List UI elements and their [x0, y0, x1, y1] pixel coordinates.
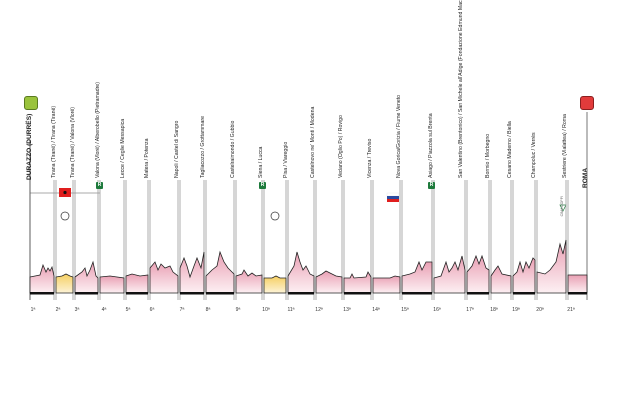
- rest-day-badge: R: [428, 182, 435, 189]
- stage-number: 6ª: [149, 307, 155, 313]
- stopwatch-icon: [60, 211, 70, 221]
- stage-cities: Napoli / Castel di Sangro: [174, 120, 180, 178]
- stage-cities: Vedano (Oglio Po) / Rovigo: [338, 115, 344, 178]
- stage-cities: Matera / Potenza: [144, 138, 150, 178]
- stage-number: 16ª: [433, 307, 441, 313]
- stage-cities: Asiago / Piazzola sul Brenta: [428, 113, 434, 178]
- rest-day-badge: R: [259, 182, 266, 189]
- stage-number: 19ª: [512, 307, 520, 313]
- stage-number: 10ª: [262, 307, 270, 313]
- cima-coppi-label: CIMA COPPI: [560, 196, 564, 217]
- stage-cities: Nova Gorica/Gorizia / Fiume Veneto: [396, 94, 402, 178]
- stage-cities: Champoluc / Verrès: [531, 132, 537, 178]
- stage-cities: Bormio / Morbegno: [485, 133, 491, 178]
- stage-number: 21ª: [567, 307, 575, 313]
- rest-day-badge: R: [96, 182, 103, 189]
- stage-number: 9ª: [235, 307, 241, 313]
- stage-number: 15ª: [401, 307, 409, 313]
- stage-number: 11ª: [287, 307, 295, 313]
- stage-cities: Cesano Maderno / Biella: [507, 121, 513, 178]
- cima-coppi-icon: [559, 204, 567, 212]
- stage-number: 14ª: [372, 307, 380, 313]
- stage-cities: Sestriere (Vialattea) / Roma: [562, 114, 568, 178]
- stage-number: 7ª: [179, 307, 185, 313]
- stage-cities: Tirana (Tiranë) / Tirana (Tiranë): [51, 105, 57, 178]
- stage-number: 20ª: [536, 307, 544, 313]
- stage-cities: Castelnovo ne' Monti / Modena: [310, 106, 316, 178]
- stage-cities: Valona (Vlorë) / Alberobello (Pietramadr…: [95, 82, 101, 178]
- stage-number: 8ª: [205, 307, 211, 313]
- stage-number: 17ª: [466, 307, 474, 313]
- stage-number: 4ª: [101, 307, 107, 313]
- stage-number: 5ª: [125, 307, 131, 313]
- stage-cities: Pisa / Viareggio: [283, 141, 289, 178]
- stage-number: 18ª: [490, 307, 498, 313]
- start-logo: [24, 96, 38, 110]
- stage-cities: Tagliacozzo / Grottammare: [200, 116, 206, 178]
- stage-number: 3ª: [74, 307, 80, 313]
- stage-number: 2ª: [55, 307, 61, 313]
- stage-cities: Lecce / Ceglie Messapica: [120, 118, 126, 178]
- stage-cities: Vicenza / Treviso: [367, 138, 373, 178]
- stage-cities: San Valentino (Brentonico) / San Michele…: [458, 0, 464, 178]
- stage-number: 12ª: [315, 307, 323, 313]
- stage-cities: Tirana (Tiranë) / Valona (Vlorë): [70, 106, 76, 178]
- stage-number: 1ª: [30, 307, 36, 313]
- stage-cities: Siena / Lucca: [258, 146, 264, 178]
- stage-number: 13ª: [343, 307, 351, 313]
- stopwatch-icon: [270, 211, 280, 221]
- finish-logo: [580, 96, 594, 110]
- stage-cities: Castelraimondo / Gubbio: [230, 120, 236, 178]
